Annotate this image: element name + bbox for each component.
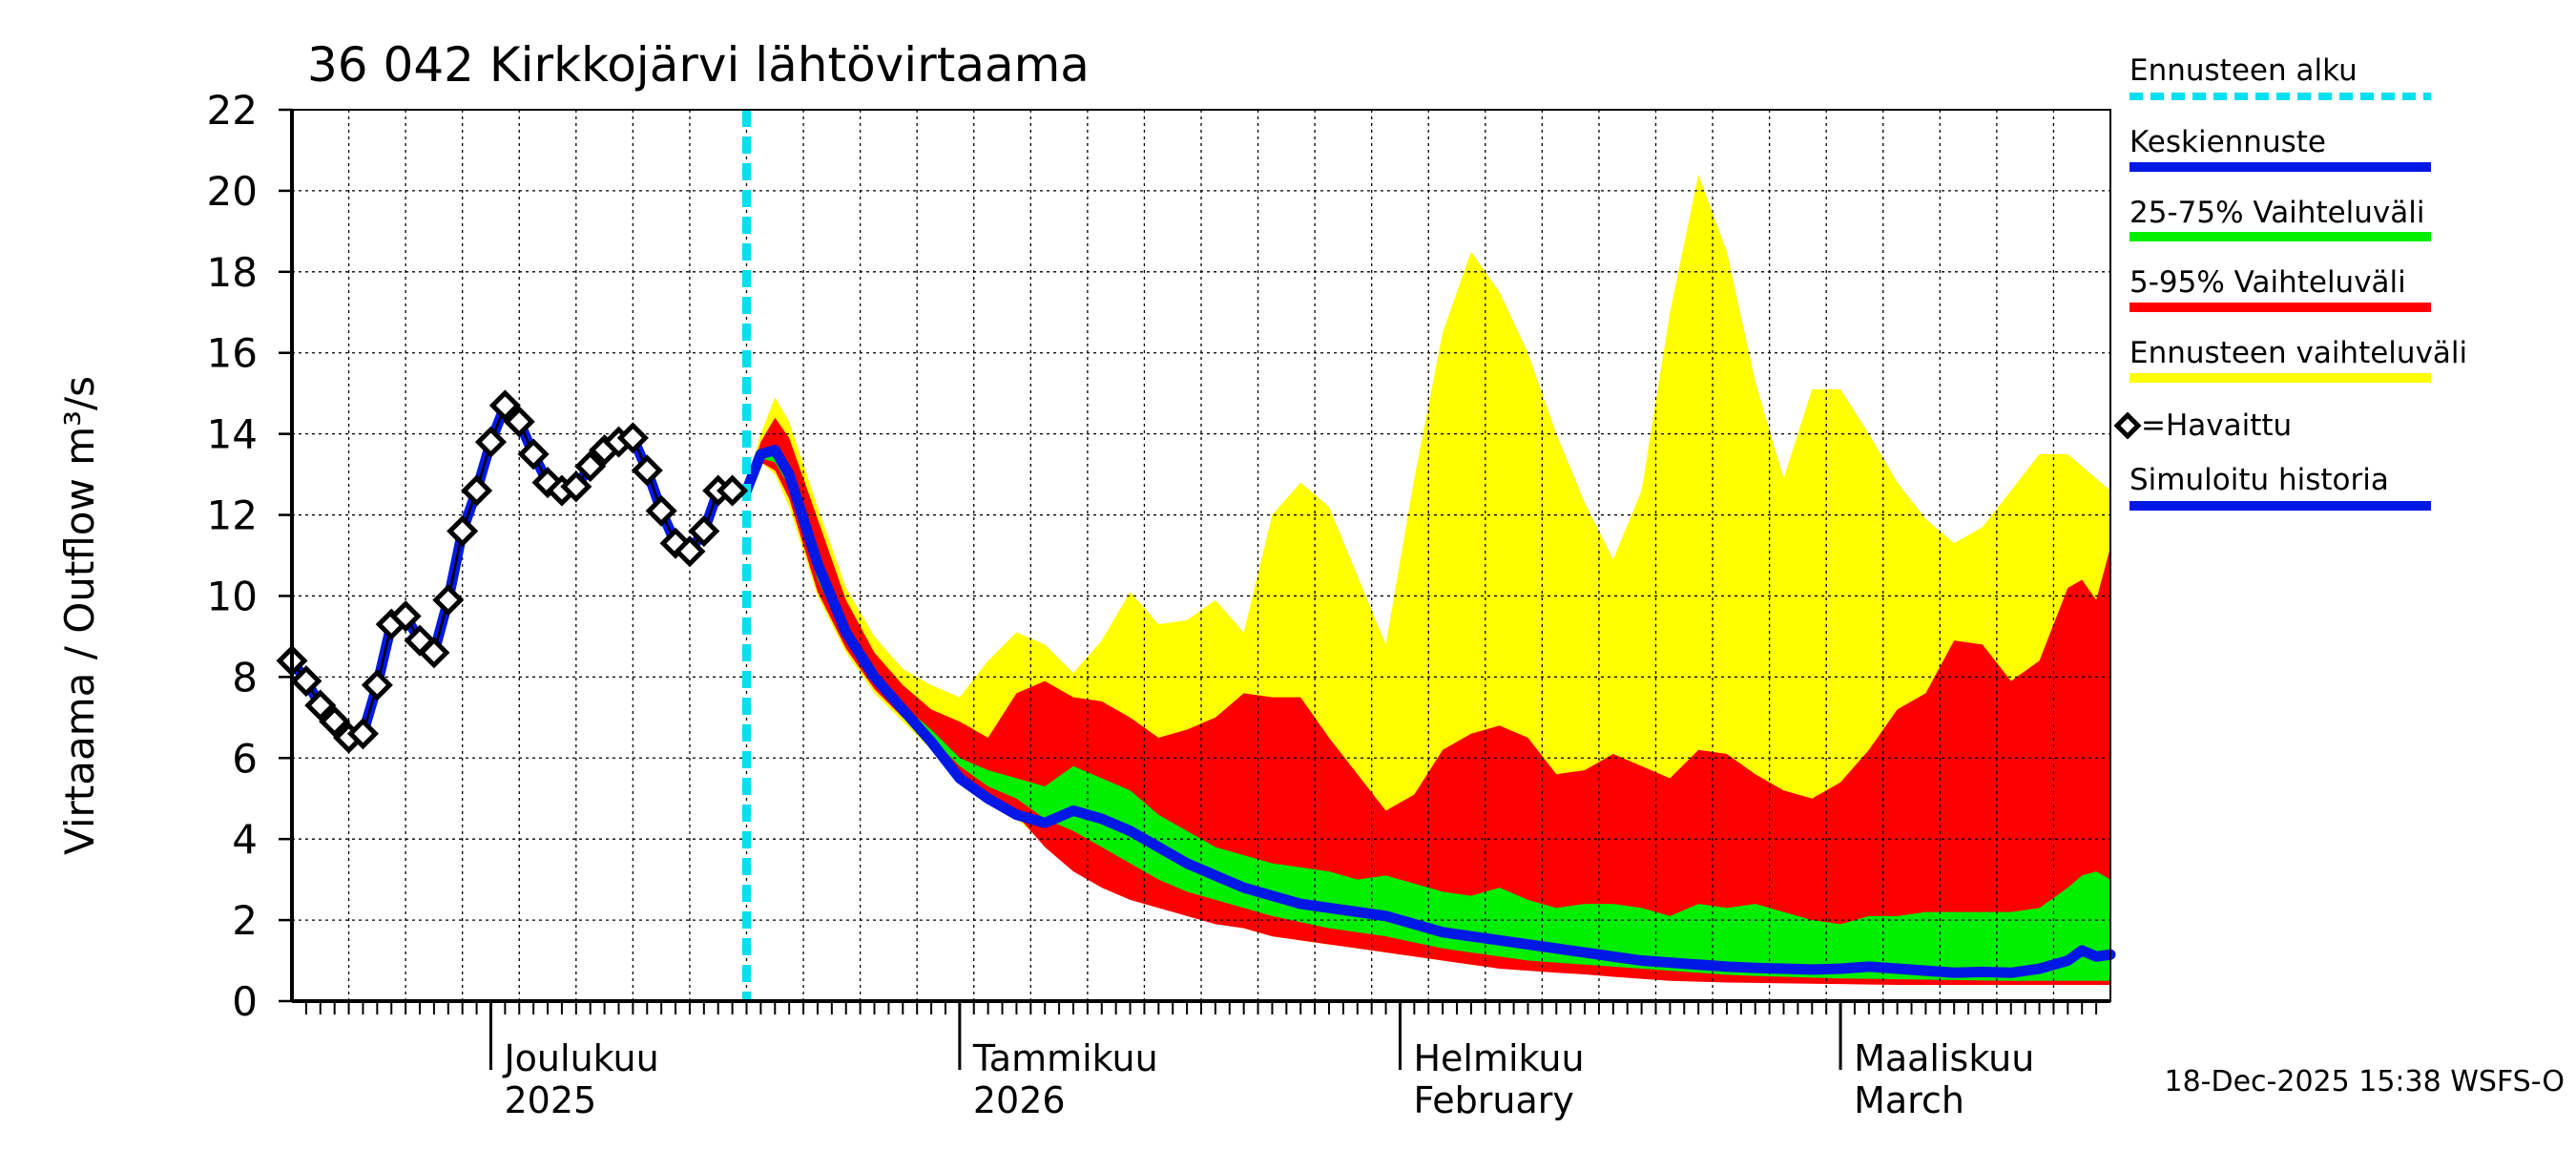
legend-label: Simuloitu historia [2129,463,2389,497]
observed-marker [688,514,720,548]
x-month-sublabel: March [1854,1079,1964,1121]
observed-marker [389,600,422,633]
x-month-sublabel: 2026 [973,1079,1066,1121]
observed-marker [531,467,564,499]
y-tick-label: 2 [232,897,258,944]
observed-marker [290,665,322,698]
legend-label: Keskiennuste [2129,125,2326,159]
y-tick-labels: 0 2 4 6 8 10 12 14 16 18 20 22 [207,87,258,1025]
legend-label: Ennusteen alku [2129,53,2358,88]
band-25-75 [746,446,2110,981]
legend-label: =Havaittu [2141,408,2292,443]
y-tick-label: 20 [207,168,258,215]
footer-timestamp: 18-Dec-2025 15:38 WSFS-O [2164,1065,2565,1098]
observed-marker [432,584,465,617]
y-tick-label: 22 [207,87,258,134]
band-5-95 [746,417,2110,986]
observed-marker [616,422,649,454]
y-tick-label: 6 [232,735,258,782]
observed-marker [319,705,351,738]
observed-marker [574,450,607,483]
observed-marker [488,389,521,422]
legend-label: Ennusteen vaihteluväli [2129,336,2467,370]
y-tick-label: 4 [232,816,258,863]
x-month-label: Helmikuu [1413,1037,1584,1079]
x-month-sublabel: February [1413,1079,1573,1121]
y-axis-label: Virtaama / Outflow m³/s [56,376,103,855]
observed-marker [447,514,479,548]
y-tick-label: 0 [232,978,258,1025]
observed-marker [474,426,508,458]
y-tick-label: 10 [207,573,258,619]
observed-marker [517,438,550,470]
legend-label: 25-75% Vaihteluväli [2129,196,2425,230]
grid [292,109,2110,1001]
legend: Ennusteen alku Keskiennuste 25-75% Vaihtel… [2113,53,2467,511]
y-tick-label: 8 [232,654,258,700]
y-tick-label: 12 [207,492,258,539]
x-month-label: Maaliskuu [1854,1037,2034,1079]
y-tick-label: 14 [207,411,258,458]
observed-marker [631,454,663,487]
observed-marker [503,406,535,438]
legend-swatch [2113,411,2142,440]
chart-title: 36 042 Kirkkojärvi lähtövirtaama [307,37,1090,93]
x-month-label: Tammikuu [972,1037,1158,1079]
axes [279,108,2111,1070]
observed-marker [304,689,337,721]
observed-marker [717,474,749,507]
legend-label: 5-95% Vaihteluväli [2129,265,2406,300]
y-tick-label: 18 [207,249,258,296]
y-tick-label: 16 [207,330,258,377]
observed-markers [276,389,749,754]
observed-marker [560,470,592,503]
observed-marker [361,669,393,701]
observed-marker [461,474,493,507]
observed-marker [346,718,379,750]
observed-marker [674,535,706,568]
observed-marker [645,494,677,527]
observed-marker [418,637,450,669]
x-month-label: Joulukuu [502,1037,658,1079]
x-month-sublabel: 2025 [504,1079,596,1121]
